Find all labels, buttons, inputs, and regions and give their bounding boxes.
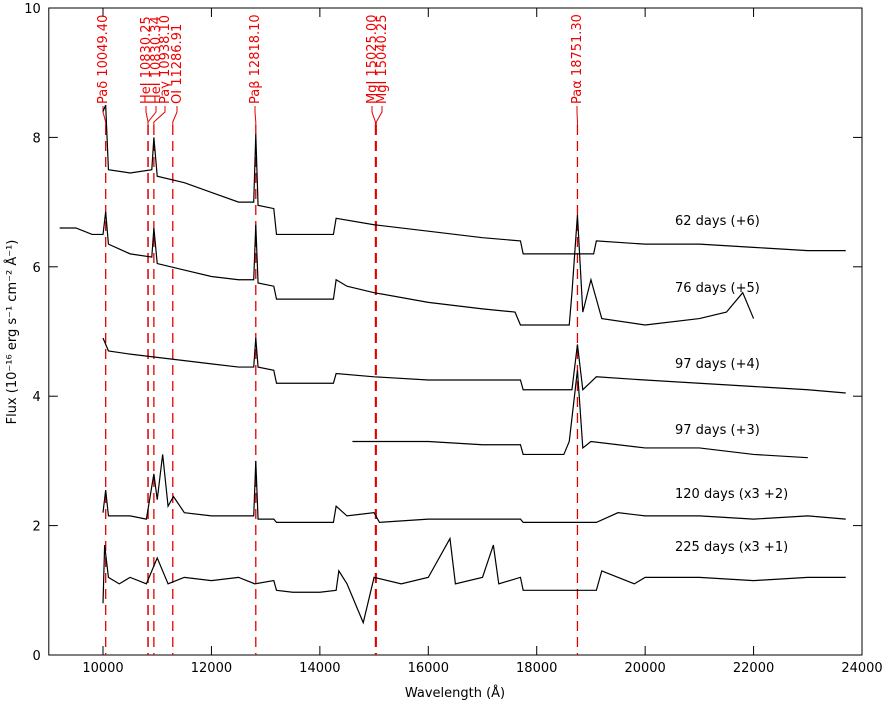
series-label: 62 days (+6) — [675, 214, 760, 229]
line-id-label: Paγ 10938.10 — [158, 15, 173, 104]
line-id-label: MgI 15025.00 — [365, 15, 380, 104]
x-tick-label: 10000 — [82, 661, 123, 676]
y-tick-label: 6 — [33, 261, 41, 276]
plot-frame — [48, 7, 863, 656]
line-id-connector — [147, 106, 157, 125]
x-tick-label: 18000 — [516, 661, 557, 676]
y-axis-label: Flux (10⁻¹⁶ erg s⁻¹ cm⁻² Å⁻¹) — [4, 240, 20, 425]
line-id-connector — [102, 106, 107, 125]
series-label: 76 days (+5) — [675, 281, 760, 296]
line-id-label: Paα 18751.30 — [570, 14, 585, 104]
series-label: 97 days (+4) — [675, 357, 760, 372]
x-tick-label: 22000 — [733, 661, 774, 676]
spectrum — [352, 370, 808, 459]
line-id-connector — [153, 106, 166, 125]
spectrum — [102, 337, 846, 394]
spectrum — [102, 454, 846, 523]
line-id-label: Paδ 10049.40 — [96, 15, 111, 104]
x-tick-label: 14000 — [299, 661, 340, 676]
y-tick-label: 2 — [33, 520, 41, 535]
line-id-connector — [254, 106, 257, 125]
line-id-label: HeI 10830.25 — [139, 16, 154, 104]
line-id-connector — [172, 106, 178, 125]
y-tick-label: 4 — [33, 390, 41, 405]
x-tick-label: 12000 — [191, 661, 232, 676]
y-tick-label: 10 — [24, 2, 41, 17]
spectrum — [102, 536, 846, 625]
x-axis-label: Wavelength (Å) — [405, 685, 505, 701]
series-label: 225 days (x3 +1) — [675, 540, 788, 555]
series-label: 120 days (x3 +2) — [675, 487, 788, 502]
x-tick-label: 24000 — [841, 661, 882, 676]
line-id-label: HeI 10830.34 — [149, 16, 164, 104]
line-id-label: Paβ 12818.10 — [248, 14, 263, 104]
x-tick-label: 16000 — [408, 661, 449, 676]
spectrum — [102, 104, 846, 255]
x-tick-label: 20000 — [624, 661, 665, 676]
line-id-label: MgI 15040.25 — [375, 15, 390, 104]
line-id-connector — [371, 106, 376, 125]
series-label: 97 days (+3) — [675, 423, 760, 438]
line-id-connector — [375, 106, 383, 125]
line-id-label: OI 11286.91 — [170, 24, 185, 104]
y-tick-label: 0 — [33, 649, 41, 664]
spectrum — [59, 211, 755, 326]
y-tick-label: 8 — [33, 131, 41, 146]
